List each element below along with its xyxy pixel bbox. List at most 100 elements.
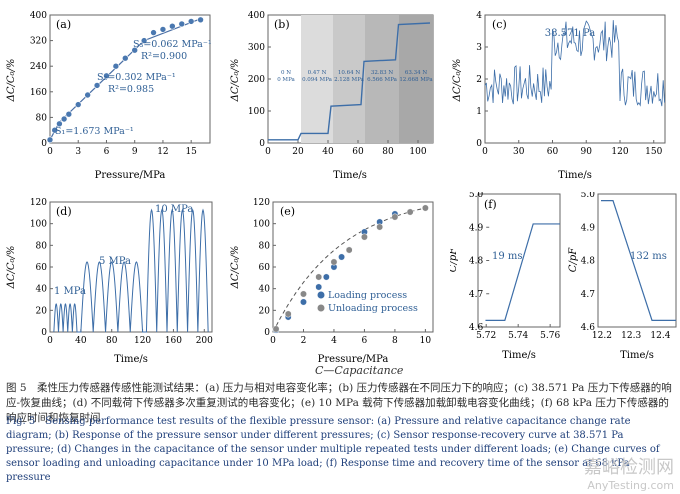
- y-tick-label: 4.6: [581, 323, 596, 333]
- unloading-point: [345, 246, 353, 254]
- legend-label: Loading process: [328, 290, 407, 301]
- y-tick-label: 5.0: [581, 192, 596, 200]
- data-point: [131, 46, 139, 54]
- watermark: 嘉峪检测网 AnyTesting.com: [584, 453, 674, 492]
- y-tick-label: 0: [264, 328, 270, 338]
- unloading-point: [300, 290, 307, 298]
- y-axis-label: C/pF: [450, 247, 459, 272]
- data-point: [112, 62, 120, 70]
- y-tick-label: 100: [253, 220, 270, 230]
- x-tick-label: 30: [513, 147, 525, 157]
- y-tick-label: 400: [248, 11, 265, 21]
- x-axis-label: Time/s: [333, 170, 367, 181]
- x-tick-label: 12.2: [592, 331, 612, 341]
- data-point: [74, 101, 82, 108]
- x-axis-label: Time/s: [502, 350, 536, 361]
- watermark-sub: AnyTesting.com: [587, 479, 674, 492]
- annotation: 132 ms: [630, 251, 667, 262]
- watermark-text: 嘉峪检测网: [584, 457, 674, 478]
- data-point: [46, 136, 54, 144]
- data-point: [56, 120, 63, 128]
- load-label: 6.566 MPa: [367, 77, 398, 83]
- data-point: [150, 29, 157, 36]
- x-tick-label: 9: [132, 147, 138, 157]
- x-axis-label: Time/s: [558, 170, 592, 181]
- y-tick-label: 400: [30, 11, 47, 21]
- annotation: S₁=1.673 MPa⁻¹: [55, 126, 134, 137]
- panel-letter: (b): [274, 18, 290, 31]
- load-label: 0 N: [281, 70, 291, 76]
- x-tick-label: 0: [482, 147, 488, 157]
- load-label: 2.128 MPa: [334, 77, 365, 83]
- y-axis-label: ΔC/C₀/%: [6, 246, 17, 290]
- y-tick-label: 160: [30, 88, 47, 98]
- y-tick-label: 40: [36, 285, 48, 295]
- series-label: 10 MPa: [155, 204, 193, 215]
- x-axis-label: Pressure/MPa: [318, 354, 389, 365]
- x-tick-label: 60: [547, 147, 559, 157]
- y-tick-label: 0: [41, 328, 47, 338]
- y-axis-label: ΔC/C₀/%: [230, 246, 241, 290]
- y-tick-label: 4.8: [581, 257, 596, 267]
- y-tick-label: 0: [41, 139, 47, 149]
- panel-letter: (c): [492, 18, 507, 31]
- loading-point: [300, 298, 307, 306]
- unloading-point: [284, 310, 292, 318]
- y-tick-label: 240: [30, 62, 47, 72]
- legend-label: Unloading process: [328, 303, 418, 314]
- load-label: 0.094 MPa: [302, 77, 333, 83]
- x-axis-label: Time/s: [114, 354, 148, 365]
- y-tick-label: 4.7: [469, 290, 484, 300]
- load-label: 10.64 N: [338, 70, 360, 76]
- unloading-point: [272, 325, 280, 333]
- panel-a: (a) 0 3 6 9 12 15 0 80 160 240 320 400 S₃=0.062 MPa…: [6, 11, 212, 181]
- x-tick-label: 80: [382, 147, 394, 157]
- x-tick-label: 5.74: [508, 331, 528, 341]
- y-tick-label: 0: [476, 139, 482, 149]
- annotation: S₂=0.302 MPa⁻¹: [97, 72, 176, 83]
- x-tick-label: 5.72: [476, 331, 496, 341]
- x-tick-label: 0: [265, 147, 271, 157]
- panel-d: (d) 1 MPa 5 MPa 10 MPa 0 40 80 120 160 200 0 20…: [6, 198, 213, 365]
- loading-point: [315, 283, 323, 291]
- data-point: [197, 16, 204, 24]
- data-point: [60, 115, 68, 123]
- annotation: 19 ms: [492, 251, 523, 262]
- data-point: [178, 20, 186, 28]
- load-label: 63.34 N: [405, 70, 427, 76]
- y-tick-label: 320: [30, 37, 47, 47]
- unloading-point: [315, 273, 323, 281]
- data-point: [51, 126, 59, 134]
- unloading-point: [406, 208, 414, 216]
- data-point: [103, 72, 110, 80]
- y-tick-label: 60: [36, 263, 48, 273]
- load-label: 0 MPa: [277, 77, 295, 83]
- x-tick-label: 8: [392, 336, 398, 346]
- y-tick-label: 4.8: [469, 257, 484, 267]
- panel-letter: (d): [56, 205, 72, 218]
- y-tick-label: 80: [36, 241, 48, 251]
- x-tick-label: 10: [420, 336, 432, 346]
- x-tick-label: 15: [185, 147, 197, 157]
- annotation: R²=0.985: [108, 84, 154, 95]
- data-point: [140, 37, 148, 44]
- unloading-point: [376, 223, 384, 231]
- y-tick-label: 5.0: [469, 192, 484, 200]
- annotation: R²=0.900: [141, 51, 187, 62]
- unloading-point: [330, 258, 338, 266]
- y-tick-label: 4.7: [581, 290, 596, 300]
- x-tick-label: 3: [75, 147, 81, 157]
- annotation: 38.571 Pa: [545, 28, 595, 39]
- x-tick-label: 120: [134, 336, 151, 346]
- y-tick-label: 100: [30, 220, 47, 230]
- unloading-point: [391, 213, 399, 221]
- y-tick-label: 60: [259, 263, 271, 273]
- y-tick-label: 40: [259, 285, 271, 295]
- x-tick-label: 5.76: [540, 331, 560, 341]
- y-tick-label: 300: [248, 43, 265, 53]
- x-tick-label: 0: [47, 336, 53, 346]
- x-tick-label: 20: [292, 147, 304, 157]
- x-tick-label: 4: [331, 336, 337, 346]
